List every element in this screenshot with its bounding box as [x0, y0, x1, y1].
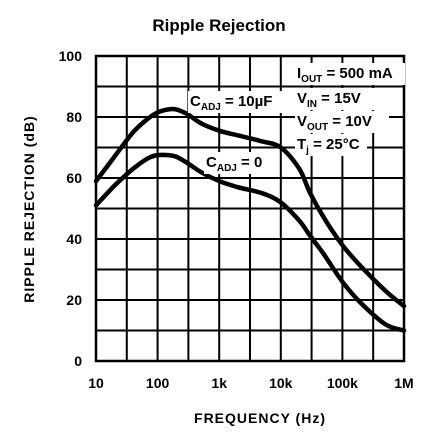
x-tick-label: 10 [88, 375, 104, 391]
label-cadj-0: CADJ = 0 [204, 152, 274, 174]
x-tick-label: 100 [146, 375, 170, 391]
condition-iout: IOUT = 500 mA [295, 63, 405, 85]
y-tick-label: 60 [66, 170, 82, 186]
annotations: CADJ = 10µF CADJ = 0 IOUT = 500 mA VIN = 15… [188, 63, 405, 174]
y-tick-label: 20 [66, 292, 82, 308]
y-axis-label: RIPPLE REJECTION (dB) [21, 115, 37, 302]
x-tick-label: 1M [394, 375, 413, 391]
x-tick-labels: 10 100 1k 10k 100k 1M [88, 375, 414, 391]
label-background [295, 134, 367, 156]
y-tick-labels: 0 20 40 60 80 100 [59, 48, 83, 369]
label-text: CADJ = 0 [206, 154, 262, 174]
label-text: CADJ = 10µF [190, 93, 272, 113]
label-background [295, 111, 389, 133]
curve-cadj-10uf [93, 106, 407, 309]
x-tick-label: 1k [211, 375, 227, 391]
label-background [295, 88, 377, 110]
label-text: VOUT = 10V [297, 113, 372, 133]
y-tick-label: 40 [66, 231, 82, 247]
x-axis-label: FREQUENCY (Hz) [194, 410, 326, 426]
label-text: Tj = 25°C [297, 136, 360, 156]
condition-vin: VIN = 15V [295, 88, 377, 110]
curve-cadj-0 [93, 152, 407, 333]
y-tick-label: 100 [59, 48, 83, 64]
curves [93, 106, 407, 333]
label-text: IOUT = 500 mA [297, 65, 393, 85]
label-background [188, 91, 284, 113]
y-tick-label: 80 [66, 109, 82, 125]
x-tick-label: 10k [269, 375, 293, 391]
x-tick-label: 100k [327, 375, 358, 391]
label-background [204, 152, 274, 174]
label-cadj-10uf: CADJ = 10µF [188, 91, 284, 113]
condition-tj: Tj = 25°C [295, 134, 367, 156]
plot-frame [94, 54, 406, 363]
label-background [295, 63, 405, 85]
chart-title: Ripple Rejection [152, 16, 285, 35]
condition-vout: VOUT = 10V [295, 111, 389, 133]
y-tick-label: 0 [74, 353, 82, 369]
label-text: VIN = 15V [297, 90, 361, 110]
